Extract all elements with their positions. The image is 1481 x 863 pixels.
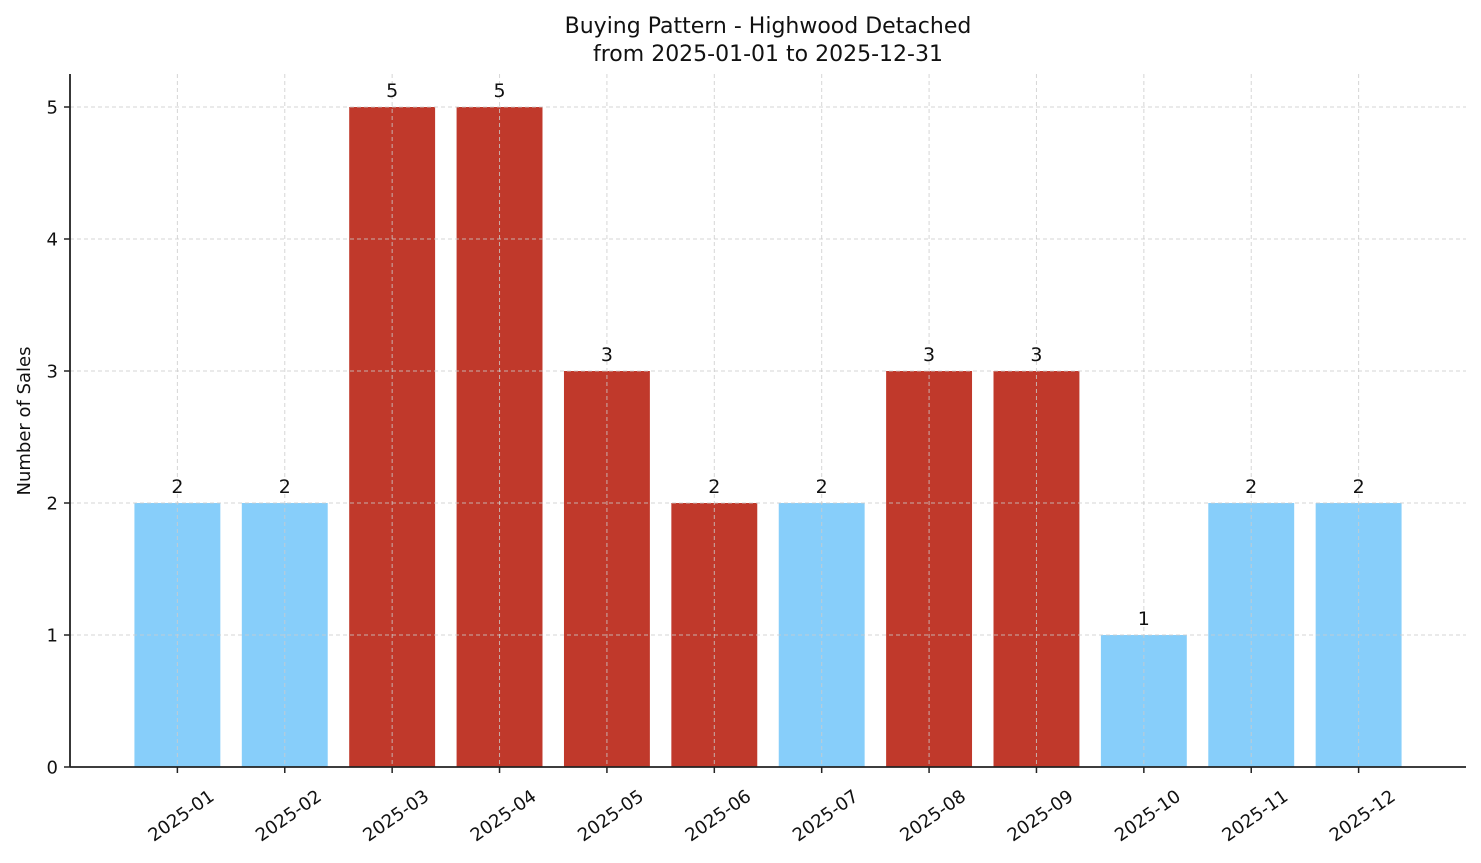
bar-value-label: 5 [493, 80, 505, 102]
y-axis-ticks: 0 1 2 3 4 5 [47, 98, 70, 779]
bar-value-label: 2 [171, 476, 183, 498]
y-tick-label: 4 [47, 230, 58, 251]
bar-value-label: 2 [708, 476, 720, 498]
x-tick-label: 2025-12 [1326, 786, 1400, 846]
bar-value-label: 2 [1353, 476, 1365, 498]
bar-value-label: 3 [1030, 344, 1042, 366]
bar-value-label: 2 [279, 476, 291, 498]
chart-title: Buying Pattern - Highwood Detached [565, 14, 972, 39]
x-tick-label: 2025-04 [467, 786, 541, 846]
x-tick-label: 2025-02 [252, 786, 326, 846]
chart-subtitle: from 2025-01-01 to 2025-12-31 [593, 42, 943, 67]
bar-value-label: 1 [1138, 608, 1150, 630]
x-tick-label: 2025-01 [145, 786, 219, 846]
bar-value-label: 2 [816, 476, 828, 498]
y-tick-label: 5 [47, 98, 58, 119]
y-tick-label: 3 [47, 362, 58, 383]
x-tick-label: 2025-03 [359, 786, 433, 846]
bar-2025-04 [456, 107, 543, 767]
axes [69, 74, 1466, 768]
x-tick-label: 2025-10 [1111, 786, 1185, 846]
y-tick-label: 0 [47, 758, 58, 779]
y-axis-label: Number of Sales [14, 346, 35, 495]
x-tick-label: 2025-07 [789, 786, 863, 846]
bar-value-labels: 2 2 5 5 3 2 2 3 3 1 2 2 [171, 80, 1364, 630]
bar-value-label: 5 [386, 80, 398, 102]
bar-value-label: 3 [601, 344, 613, 366]
x-tick-label: 2025-09 [1004, 786, 1078, 846]
y-tick-label: 1 [47, 626, 58, 647]
y-tick-label: 2 [47, 494, 58, 515]
x-tick-label: 2025-11 [1218, 786, 1292, 846]
bar-value-label: 2 [1245, 476, 1257, 498]
x-tick-label: 2025-05 [574, 786, 648, 846]
bar-value-label: 3 [923, 344, 935, 366]
bar-2025-03 [349, 107, 436, 767]
grid-lines [70, 74, 1466, 767]
x-axis-ticks: 2025-01 2025-02 2025-03 2025-04 2025-05 2025-… [145, 767, 1400, 846]
x-tick-label: 2025-08 [896, 786, 970, 846]
x-tick-label: 2025-06 [682, 786, 756, 846]
bars [134, 107, 1402, 767]
